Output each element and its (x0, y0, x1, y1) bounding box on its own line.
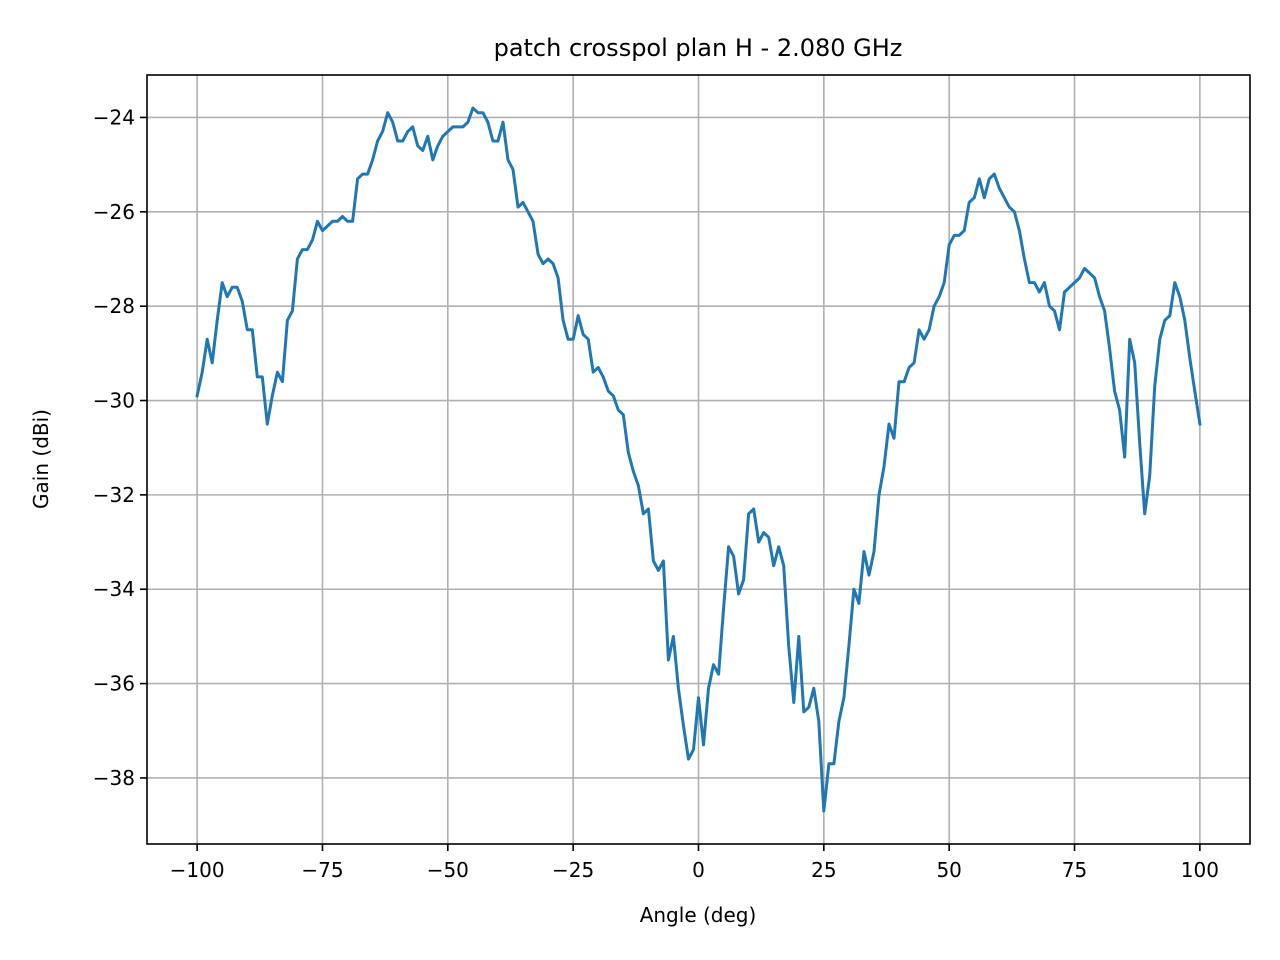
y-tick-label: −24 (93, 105, 135, 129)
x-tick-label: −50 (427, 858, 469, 882)
x-tick-label: 25 (811, 858, 836, 882)
x-tick-label: 75 (1062, 858, 1087, 882)
y-tick-label: −30 (93, 389, 135, 413)
x-tick-label: 100 (1181, 858, 1219, 882)
ticks: −100 −75 −50 −25 0 25 50 75 100 −38 −36 −34 −32 −30 −2… (93, 105, 1219, 882)
y-tick-label: −26 (93, 200, 135, 224)
x-axis-label: Angle (deg) (640, 903, 757, 927)
grid-lines (147, 75, 1250, 844)
x-tick-label: −25 (552, 858, 594, 882)
x-tick-label: 0 (692, 858, 705, 882)
x-tick-label: −75 (301, 858, 343, 882)
y-tick-label: −38 (93, 766, 135, 790)
y-tick-label: −36 (93, 672, 135, 696)
y-tick-label: −28 (93, 294, 135, 318)
chart-title: patch crosspol plan H - 2.080 GHz (494, 34, 903, 62)
x-tick-label: −100 (170, 858, 225, 882)
y-tick-label: −34 (93, 577, 135, 601)
series-line (195, 106, 1202, 813)
series-layer (195, 106, 1202, 813)
x-tick-label: 50 (936, 858, 961, 882)
y-axis-label: Gain (dBi) (29, 409, 53, 509)
y-tick-label: −32 (93, 483, 135, 507)
